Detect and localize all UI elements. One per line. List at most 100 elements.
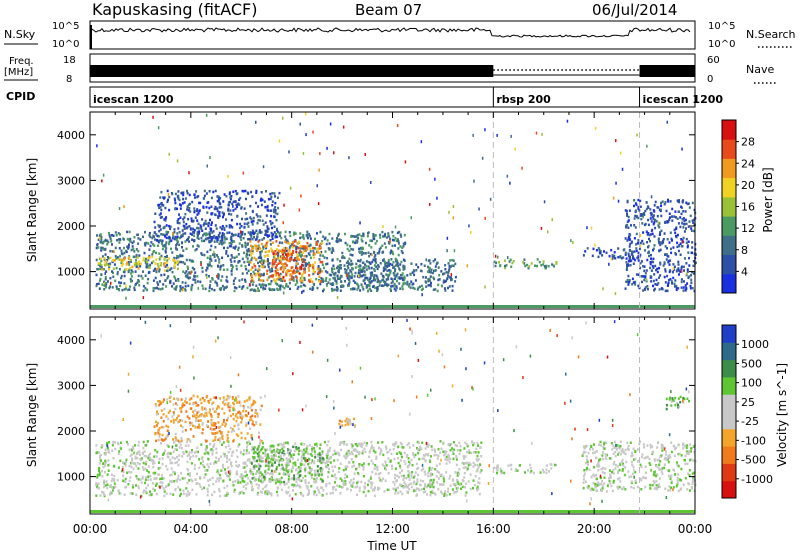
- echo-cell: [297, 452, 300, 456]
- echo-cell: [625, 280, 628, 284]
- echo-cell: [227, 402, 230, 405]
- echo-cell: [249, 233, 252, 236]
- echo-cell: [443, 450, 446, 453]
- echo-cell: [287, 268, 290, 272]
- echo-cell: [441, 492, 444, 495]
- echo-cell: [227, 209, 230, 212]
- echo-cell: [116, 478, 119, 482]
- echo-cell: [458, 483, 461, 486]
- echo-cell: [387, 261, 390, 264]
- echo-cell: [352, 248, 355, 251]
- echo-cell: [157, 467, 160, 470]
- echo-cell: [668, 212, 671, 215]
- scatter-point: [535, 131, 538, 135]
- echo-cell: [393, 239, 395, 242]
- echo-cell: [172, 282, 175, 285]
- echo-cell: [159, 212, 162, 215]
- echo-cell: [685, 286, 688, 290]
- echo-cell: [418, 457, 421, 461]
- echo-cell: [184, 240, 187, 243]
- echo-cell: [679, 216, 682, 219]
- echo-cell: [679, 242, 682, 245]
- echo-cell: [426, 493, 429, 496]
- echo-cell: [464, 462, 467, 465]
- echo-cell: [256, 247, 259, 251]
- echo-cell: [177, 197, 180, 200]
- echo-cell: [234, 245, 237, 248]
- echo-cell: [328, 242, 331, 245]
- echo-cell: [408, 446, 411, 449]
- echo-cell: [414, 279, 417, 282]
- echo-cell: [357, 480, 360, 483]
- echo-cell: [339, 443, 341, 446]
- echo-cell: [384, 246, 387, 249]
- echo-cell: [377, 252, 380, 255]
- echo-cell: [219, 494, 222, 498]
- echo-cell: [690, 274, 692, 277]
- echo-cell: [375, 457, 378, 460]
- scatter-point: [205, 113, 208, 117]
- echo-cell: [658, 233, 661, 236]
- echo-cell: [158, 225, 161, 229]
- echo-cell: [373, 276, 375, 279]
- echo-cell: [452, 482, 455, 486]
- echo-cell: [449, 474, 452, 478]
- echo-cell: [437, 454, 440, 458]
- echo-cell: [274, 195, 276, 198]
- echo-cell: [170, 267, 173, 270]
- echo-cell: [332, 486, 334, 489]
- echo-cell: [304, 249, 307, 252]
- echo-cell: [660, 204, 662, 208]
- echo-cell: [188, 258, 191, 262]
- echo-cell: [373, 277, 376, 281]
- echo-cell: [387, 275, 390, 279]
- echo-cell: [448, 493, 451, 496]
- echo-cell: [186, 205, 189, 208]
- echo-cell: [316, 444, 318, 448]
- echo-cell: [106, 446, 109, 450]
- echo-cell: [670, 251, 673, 255]
- echo-cell: [237, 261, 240, 264]
- echo-cell: [231, 202, 234, 206]
- echo-cell: [370, 444, 373, 448]
- echo-cell: [376, 280, 379, 284]
- echo-cell: [326, 256, 329, 260]
- echo-cell: [95, 482, 98, 485]
- echo-cell: [635, 243, 638, 246]
- echo-cell: [249, 427, 252, 430]
- echo-cell: [314, 472, 317, 475]
- echo-cell: [401, 492, 404, 496]
- echo-cell: [193, 207, 196, 210]
- echo-cell: [391, 238, 394, 242]
- echo-cell: [216, 236, 219, 239]
- echo-cell: [171, 415, 174, 418]
- echo-cell: [302, 258, 305, 261]
- echo-cell: [339, 289, 342, 292]
- echo-cell: [234, 207, 237, 211]
- echo-cell: [169, 458, 172, 462]
- echo-cell: [145, 491, 148, 495]
- echo-cell: [350, 276, 353, 280]
- echo-cell: [257, 469, 260, 472]
- echo-cell: [191, 233, 194, 236]
- echo-cell: [439, 483, 441, 486]
- scatter-point: [255, 120, 257, 124]
- scatter-point: [299, 122, 301, 126]
- echo-cell: [355, 443, 357, 446]
- echo-cell: [443, 287, 446, 290]
- echo-cell: [358, 247, 361, 251]
- scatter-point: [348, 156, 350, 160]
- echo-cell: [142, 270, 144, 273]
- echo-cell: [120, 281, 123, 285]
- echo-cell: [228, 475, 231, 478]
- scatter-point: [421, 293, 423, 297]
- scatter-point: [329, 122, 332, 126]
- echo-cell: [477, 487, 480, 491]
- echo-cell: [241, 278, 244, 281]
- echo-cell: [181, 477, 184, 480]
- echo-cell: [215, 451, 218, 454]
- echo-cell: [129, 266, 132, 270]
- echo-cell: [351, 452, 354, 456]
- echo-cell: [196, 472, 198, 476]
- echo-cell: [211, 278, 214, 281]
